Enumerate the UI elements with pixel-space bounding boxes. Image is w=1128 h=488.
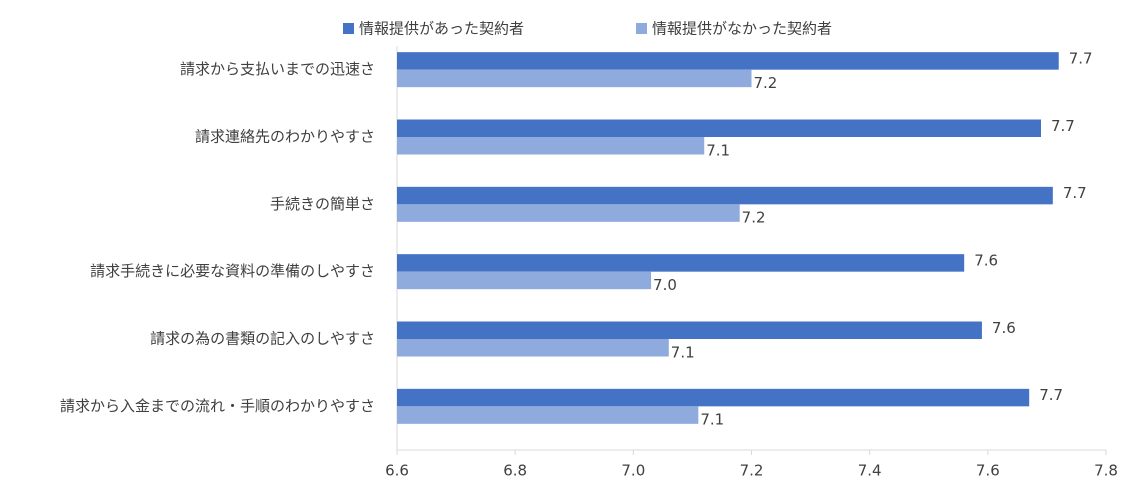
bar (397, 52, 1059, 70)
bar (397, 204, 740, 222)
x-tick-label: 6.6 (385, 462, 409, 480)
value-label: 7.7 (1069, 49, 1093, 67)
value-label: 7.6 (992, 319, 1016, 337)
y-tick-label: 請求手続きに必要な資料の準備のしやすさ (90, 262, 375, 280)
value-label: 7.7 (1051, 117, 1075, 135)
x-tick-label: 7.4 (858, 462, 882, 480)
value-label: 7.7 (1063, 184, 1087, 202)
y-tick-label: 請求から支払いまでの迅速さ (180, 60, 375, 78)
bar (397, 271, 652, 290)
bar (397, 321, 982, 339)
y-tick-label: 請求から入金までの流れ・手順のわかりやすさ (60, 397, 375, 415)
value-label: 7.1 (706, 141, 730, 159)
legend-swatch (343, 23, 354, 34)
bar (397, 119, 1042, 137)
bar (397, 137, 705, 155)
x-tick-label: 7.8 (1094, 462, 1118, 480)
value-label: 7.1 (700, 411, 724, 429)
x-tick-label: 7.6 (976, 462, 1000, 480)
bar (397, 254, 965, 272)
bar (397, 186, 1053, 205)
y-tick-label: 請求の為の書類の記入のしやすさ (150, 330, 375, 348)
bar (397, 339, 669, 357)
bar (397, 69, 752, 88)
legend-swatch (636, 23, 647, 34)
value-label: 7.2 (754, 74, 778, 92)
x-tick-label: 7.0 (621, 462, 645, 480)
value-label: 7.1 (671, 343, 695, 361)
x-tick-label: 7.2 (740, 462, 764, 480)
value-label: 7.6 (974, 251, 998, 269)
legend-label: 情報提供があった契約者 (359, 20, 524, 38)
x-tick-label: 6.8 (503, 462, 527, 480)
y-tick-label: 手続きの簡単さ (270, 195, 375, 213)
legend-label: 情報提供がなかった契約者 (652, 20, 832, 38)
value-label: 7.2 (742, 209, 766, 227)
value-label: 7.7 (1039, 386, 1063, 404)
value-label: 7.0 (653, 276, 677, 294)
bar (397, 406, 699, 424)
bar (397, 388, 1030, 407)
y-tick-label: 請求連絡先のわかりやすさ (195, 128, 375, 146)
